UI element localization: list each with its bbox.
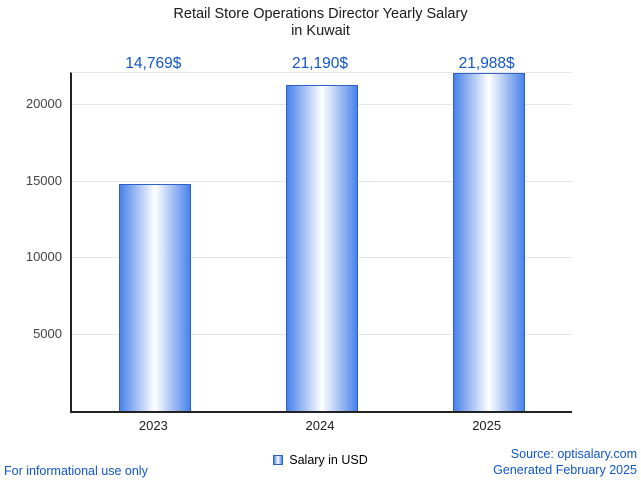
value-label: 14,769$ — [125, 55, 182, 72]
x-axis-label: 2023 — [138, 418, 168, 433]
x-axis-label: 2025 — [472, 418, 502, 433]
disclaimer-text: For informational use only — [4, 464, 148, 478]
legend-label: Salary in USD — [289, 453, 368, 467]
y-tick-label: 10000 — [25, 249, 62, 265]
x-axis-label: 2024 — [305, 418, 335, 433]
plot-area — [70, 72, 572, 413]
bar-2025[interactable] — [452, 73, 525, 411]
chart-title: Retail Store Operations Director Yearly … — [0, 6, 641, 40]
chart-title-line1: Retail Store Operations Director Yearly … — [173, 6, 468, 22]
legend-swatch-icon — [273, 455, 284, 465]
y-tick-label: 5000 — [33, 326, 62, 342]
value-label: 21,190$ — [291, 55, 349, 72]
legend: Salary in USD — [0, 453, 641, 467]
generated-date: Generated February 2025 — [493, 462, 637, 477]
chart-title-line2: in Kuwait — [291, 23, 350, 39]
bar-2023[interactable] — [119, 184, 192, 411]
value-label: 21,988$ — [458, 55, 515, 72]
y-tick-label: 15000 — [25, 172, 62, 188]
source-link[interactable]: Source: optisalary.com — [510, 447, 637, 461]
source-block: Source: optisalary.com Generated Februar… — [493, 447, 637, 478]
y-tick-label: 20000 — [25, 95, 62, 111]
bar-2024[interactable] — [286, 85, 358, 411]
